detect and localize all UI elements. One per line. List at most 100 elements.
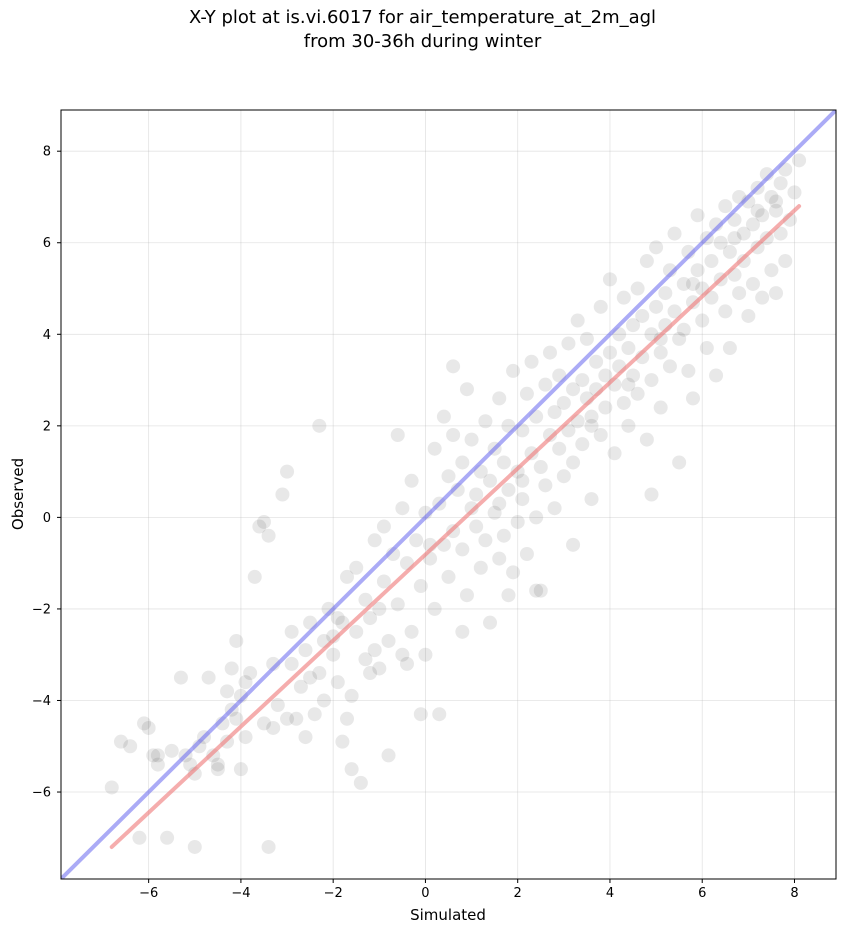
- grid-lines: [61, 110, 836, 879]
- scatter-point: [496, 455, 511, 470]
- scatter-point: [441, 569, 456, 584]
- scatter-point: [312, 666, 327, 681]
- scatter-point: [506, 565, 521, 580]
- scatter-point: [570, 313, 585, 328]
- scatter-point: [358, 592, 373, 607]
- scatter-point: [353, 775, 368, 790]
- scatter-point: [575, 373, 590, 388]
- scatter-point: [243, 666, 258, 681]
- scatter-point: [542, 345, 557, 360]
- scatter-point: [556, 395, 571, 410]
- scatter-point: [736, 254, 751, 269]
- scatter-point: [579, 331, 594, 346]
- scatter-point: [616, 290, 631, 305]
- scatter-point: [667, 304, 682, 319]
- scatter-point: [340, 711, 355, 726]
- scatter-point: [137, 716, 152, 731]
- x-tick-label: 6: [698, 886, 706, 901]
- scatter-point: [395, 647, 410, 662]
- scatter-point: [704, 290, 719, 305]
- scatter-point: [381, 633, 396, 648]
- scatter-point: [349, 624, 364, 639]
- scatter-point: [210, 757, 225, 772]
- y-tick-label: 2: [43, 419, 51, 434]
- scatter-point: [538, 478, 553, 493]
- y-tick-label: 6: [43, 236, 51, 251]
- scatter-point: [455, 542, 470, 557]
- scatter-point: [506, 363, 521, 378]
- chart-title-line1: X-Y plot at is.vi.6017 for air_temperatu…: [188, 7, 657, 28]
- scatter-point: [173, 670, 188, 685]
- scatter-point: [270, 698, 285, 713]
- scatter-point: [607, 446, 622, 461]
- scatter-point: [229, 711, 244, 726]
- scatter-point: [644, 373, 659, 388]
- scatter-point: [224, 661, 239, 676]
- scatter-point: [672, 455, 687, 470]
- scatter-point: [372, 661, 387, 676]
- scatter-point: [266, 720, 281, 735]
- scatter-point: [764, 189, 779, 204]
- scatter-point: [515, 473, 530, 488]
- scatter-point: [404, 473, 419, 488]
- x-tick-label: −4: [231, 886, 250, 901]
- scatter-point: [141, 720, 156, 735]
- scatter-point: [519, 547, 534, 562]
- scatter-point: [395, 501, 410, 516]
- scatter-point: [718, 199, 733, 214]
- regression-line: [109, 204, 802, 849]
- scatter-point: [566, 455, 581, 470]
- scatter-point: [533, 583, 548, 598]
- scatter-point: [524, 354, 539, 369]
- scatter-point: [741, 308, 756, 323]
- scatter-point: [284, 656, 299, 671]
- scatter-point: [381, 748, 396, 763]
- scatter-point: [722, 341, 737, 356]
- scatter-point: [566, 537, 581, 552]
- scatter-point: [547, 405, 562, 420]
- scatter-point: [330, 675, 345, 690]
- scatter-point: [598, 368, 613, 383]
- scatter-point: [745, 217, 760, 232]
- scatter-point: [247, 569, 262, 584]
- x-axis-ticks: −6 −4 −2 0 2 4 6 8: [139, 879, 799, 901]
- scatter-point: [261, 839, 276, 854]
- scatter-point: [483, 473, 498, 488]
- scatter-point: [104, 780, 119, 795]
- scatter-point: [584, 409, 599, 424]
- scatter-point: [418, 647, 433, 662]
- scatter-point: [616, 395, 631, 410]
- scatter-point: [280, 711, 295, 726]
- scatter-point: [653, 400, 668, 415]
- scatter-point: [713, 235, 728, 250]
- scatter-point: [685, 391, 700, 406]
- scatter-point: [427, 601, 442, 616]
- scatter-point: [252, 519, 267, 534]
- scatter-point: [533, 460, 548, 475]
- scatter-point: [187, 839, 202, 854]
- scatter-point: [160, 830, 175, 845]
- scatter-point: [695, 313, 710, 328]
- scatter-point: [639, 432, 654, 447]
- scatter-point: [455, 455, 470, 470]
- scatter-point: [496, 528, 511, 543]
- scatter-point: [446, 359, 461, 374]
- scatter-point: [459, 382, 474, 397]
- scatter-point: [732, 286, 747, 301]
- scatter-point: [441, 469, 456, 484]
- scatter-point: [492, 391, 507, 406]
- chart-title: X-Y plot at is.vi.6017 for air_temperatu…: [0, 6, 845, 54]
- scatter-point: [515, 492, 530, 507]
- scatter-point: [755, 290, 770, 305]
- scatter-point: [464, 432, 479, 447]
- x-tick-label: 0: [421, 886, 429, 901]
- scatter-point: [672, 331, 687, 346]
- scatter-point: [769, 286, 784, 301]
- scatter-point: [750, 203, 765, 218]
- scatter-point: [745, 276, 760, 291]
- x-tick-label: −6: [139, 886, 158, 901]
- y-tick-label: 8: [43, 145, 51, 160]
- scatter-point: [676, 322, 691, 337]
- scatter-point: [593, 299, 608, 314]
- scatter-point: [649, 299, 664, 314]
